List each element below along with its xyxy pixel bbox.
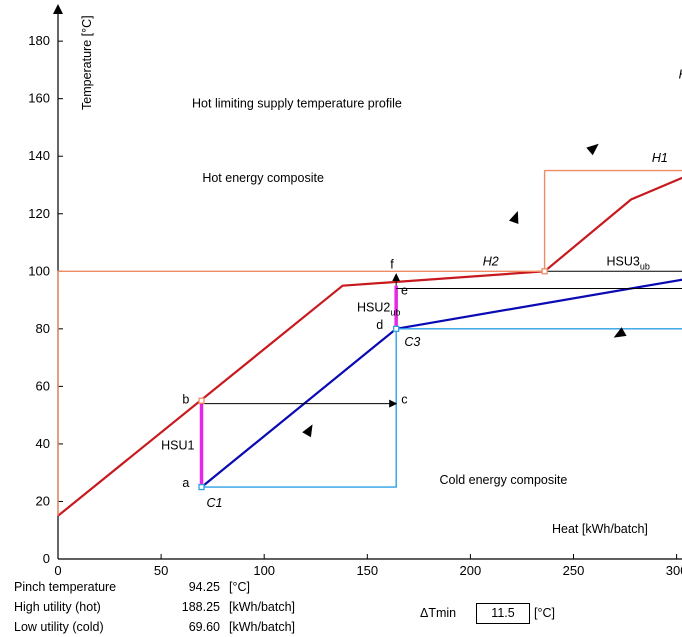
point-marker bbox=[198, 483, 205, 491]
x-tick-label: 100 bbox=[253, 563, 275, 578]
marks-layer bbox=[198, 143, 627, 491]
direction-triangle bbox=[302, 424, 313, 438]
point-letter: a bbox=[182, 476, 189, 490]
hsu-label-base: HSU1 bbox=[161, 439, 194, 453]
point-marker bbox=[393, 325, 400, 332]
summary-hot-utility-unit: [kWh/batch] bbox=[229, 600, 295, 614]
x-tick-label: 150 bbox=[356, 563, 378, 578]
y-tick-label: 120 bbox=[28, 206, 50, 221]
point-letter: f bbox=[390, 257, 394, 271]
stream-label: H2 bbox=[483, 255, 499, 269]
direction-triangle bbox=[613, 327, 627, 338]
y-axis-arrow bbox=[53, 4, 63, 14]
hot-composite-line bbox=[57, 176, 682, 517]
cold-limiting-line bbox=[200, 328, 682, 488]
summary-cold-utility-label: Low utility (cold) bbox=[14, 620, 104, 634]
stream-label: H3 / H4 bbox=[679, 68, 682, 82]
summary-hot-utility-label: High utility (hot) bbox=[14, 600, 101, 614]
hsu-label-sub: ub bbox=[640, 262, 650, 272]
direction-marker bbox=[586, 143, 599, 156]
summary-cold-utility-value: 69.60 bbox=[188, 620, 220, 634]
y-tick-label: 140 bbox=[28, 148, 50, 163]
x-tick-label: 250 bbox=[563, 563, 585, 578]
y-tick-label: 20 bbox=[36, 493, 50, 508]
curve-label: Hot limiting supply temperature profile bbox=[192, 96, 402, 110]
curve-label: Hot energy composite bbox=[202, 171, 324, 185]
x-tick-label: 300 bbox=[666, 563, 682, 578]
point-letter: e bbox=[401, 283, 408, 297]
dtmin-unit: [°C] bbox=[534, 606, 555, 620]
y-tick-label: 180 bbox=[28, 33, 50, 48]
point-marker bbox=[541, 268, 548, 275]
summary-pinch-value: 94.25 bbox=[188, 580, 220, 594]
series-layer bbox=[57, 169, 682, 517]
point-marker bbox=[198, 397, 205, 404]
y-tick-label: 100 bbox=[28, 263, 50, 278]
point-letter: b bbox=[182, 393, 189, 407]
hsu-label: HSU2ub bbox=[357, 301, 400, 318]
hsu-label-sub: ub bbox=[390, 308, 400, 318]
point-letter: d bbox=[376, 318, 383, 332]
labels-layer: Heat [kWh/batch] Temperature [°C] 0 50 100… bbox=[28, 15, 682, 578]
direction-marker bbox=[302, 424, 313, 438]
x-tick-label: 50 bbox=[154, 563, 168, 578]
x-axis-label: Heat [kWh/batch] bbox=[552, 522, 648, 536]
direction-marker bbox=[613, 327, 627, 338]
x-tick-label: 0 bbox=[54, 563, 61, 578]
curve-label: Cold energy composite bbox=[439, 473, 567, 487]
hsu-label-base: HSU3 bbox=[606, 255, 639, 269]
point-letter: c bbox=[401, 393, 407, 407]
dtmin-label: ΔTmin bbox=[420, 606, 457, 620]
stream-label: C3 bbox=[404, 335, 420, 349]
y-tick-label: 160 bbox=[28, 91, 50, 106]
stream-label: H1 bbox=[652, 151, 668, 165]
summary-cold-utility-unit: [kWh/batch] bbox=[229, 620, 295, 634]
summary-pinch-label: Pinch temperature bbox=[14, 580, 117, 594]
hot-limiting-line bbox=[57, 169, 682, 516]
summary-pinch-unit: [°C] bbox=[229, 580, 250, 594]
summary-hot-utility-value: 188.25 bbox=[181, 600, 220, 614]
dtmin-input[interactable]: 11.5 bbox=[476, 603, 530, 624]
y-tick-label: 80 bbox=[36, 321, 50, 336]
hsu-label: HSU3ub bbox=[606, 255, 649, 272]
direction-triangle bbox=[509, 210, 519, 224]
cold-composite-line bbox=[200, 278, 682, 488]
y-tick-label: 40 bbox=[36, 436, 50, 451]
direction-marker bbox=[509, 210, 519, 224]
x-tick-label: 200 bbox=[460, 563, 482, 578]
y-tick-label: 60 bbox=[36, 378, 50, 393]
hsu-label: HSU1 bbox=[161, 439, 194, 453]
direction-triangle bbox=[586, 143, 599, 156]
hsu-label-base: HSU2 bbox=[357, 301, 390, 315]
y-axis-label: Temperature [°C] bbox=[80, 15, 94, 110]
stream-label: C1 bbox=[206, 496, 222, 510]
y-tick-label: 0 bbox=[43, 551, 50, 566]
